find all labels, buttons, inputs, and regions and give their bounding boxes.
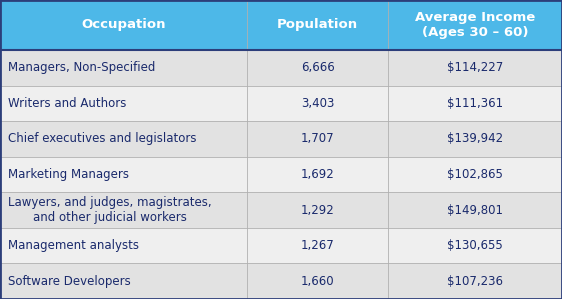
Text: $149,801: $149,801	[447, 204, 503, 216]
Text: Software Developers: Software Developers	[8, 275, 131, 288]
Text: Management analysts: Management analysts	[8, 239, 139, 252]
Text: $139,942: $139,942	[447, 132, 503, 145]
Text: Managers, Non-Specified: Managers, Non-Specified	[8, 61, 156, 74]
Text: Population: Population	[277, 19, 358, 31]
Text: 1,292: 1,292	[301, 204, 334, 216]
Text: 1,660: 1,660	[301, 275, 334, 288]
Text: $111,361: $111,361	[447, 97, 503, 110]
Text: 1,707: 1,707	[301, 132, 334, 145]
Bar	[0, 86, 562, 121]
Text: $114,227: $114,227	[447, 61, 503, 74]
Bar	[0, 263, 562, 299]
Bar	[0, 50, 562, 86]
Text: Writers and Authors: Writers and Authors	[8, 97, 127, 110]
Text: $102,865: $102,865	[447, 168, 503, 181]
Text: $107,236: $107,236	[447, 275, 503, 288]
Bar	[0, 0, 562, 50]
Text: Chief executives and legislators: Chief executives and legislators	[8, 132, 197, 145]
Text: Marketing Managers: Marketing Managers	[8, 168, 129, 181]
Bar	[0, 192, 562, 228]
Text: Lawyers, and judges, magistrates,
and other judicial workers: Lawyers, and judges, magistrates, and ot…	[8, 196, 212, 224]
Text: Average Income
(Ages 30 – 60): Average Income (Ages 30 – 60)	[415, 11, 535, 39]
Bar	[0, 121, 562, 157]
Text: 1,267: 1,267	[301, 239, 334, 252]
Bar	[0, 228, 562, 263]
Text: 6,666: 6,666	[301, 61, 334, 74]
Text: 1,692: 1,692	[301, 168, 334, 181]
Text: Occupation: Occupation	[81, 19, 166, 31]
Bar	[0, 157, 562, 192]
Text: $130,655: $130,655	[447, 239, 503, 252]
Text: 3,403: 3,403	[301, 97, 334, 110]
